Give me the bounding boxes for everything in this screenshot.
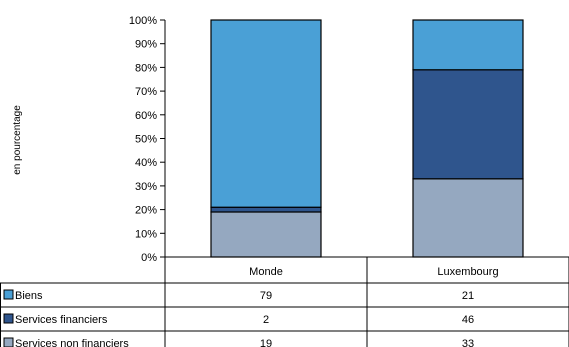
data-value-label: 2 — [263, 314, 269, 326]
category-label: Monde — [249, 266, 283, 278]
data-table: Monde Luxembourg Biens 79 21 Services financi… — [0, 256, 569, 347]
bar-layer — [210, 19, 524, 258]
data-value-label: 46 — [462, 314, 474, 326]
data-value-label: 33 — [462, 338, 474, 347]
data-value-label: 19 — [260, 338, 272, 347]
y-tick-label: 10% — [135, 228, 157, 240]
legend-swatch — [3, 313, 14, 324]
legend-entry: Services non financiers — [15, 338, 129, 347]
bar-segment — [210, 206, 322, 213]
legend-entry: Biens — [15, 290, 43, 302]
legend-entry: Services financiers — [15, 314, 108, 326]
bar-segment — [210, 211, 322, 258]
data-value-label: 21 — [462, 290, 474, 302]
y-tick-label: 0% — [141, 252, 157, 264]
y-tick-label: 30% — [135, 181, 157, 193]
legend-swatch — [3, 337, 14, 347]
legend-swatch — [3, 289, 14, 300]
data-value-label: 79 — [260, 290, 272, 302]
y-tick-label: 90% — [135, 39, 157, 51]
axis-layer: 0% 10% 20% 30% 40% 50% 60% 70% 80% 90% 100% — [129, 15, 166, 264]
y-tick-label: 40% — [135, 157, 157, 169]
y-axis-label: en pourcentage — [12, 105, 23, 175]
bar-segment — [412, 69, 524, 180]
y-tick-label: 70% — [135, 86, 157, 98]
y-tick-label: 100% — [129, 15, 157, 27]
bar-segment — [210, 19, 322, 208]
y-tick-label: 50% — [135, 134, 157, 146]
category-label: Luxembourg — [437, 266, 498, 278]
bar-segment — [412, 19, 524, 71]
y-tick-label: 20% — [135, 205, 157, 217]
y-tick-label: 80% — [135, 62, 157, 74]
y-tick-label: 60% — [135, 110, 157, 122]
bar-segment — [412, 178, 524, 258]
